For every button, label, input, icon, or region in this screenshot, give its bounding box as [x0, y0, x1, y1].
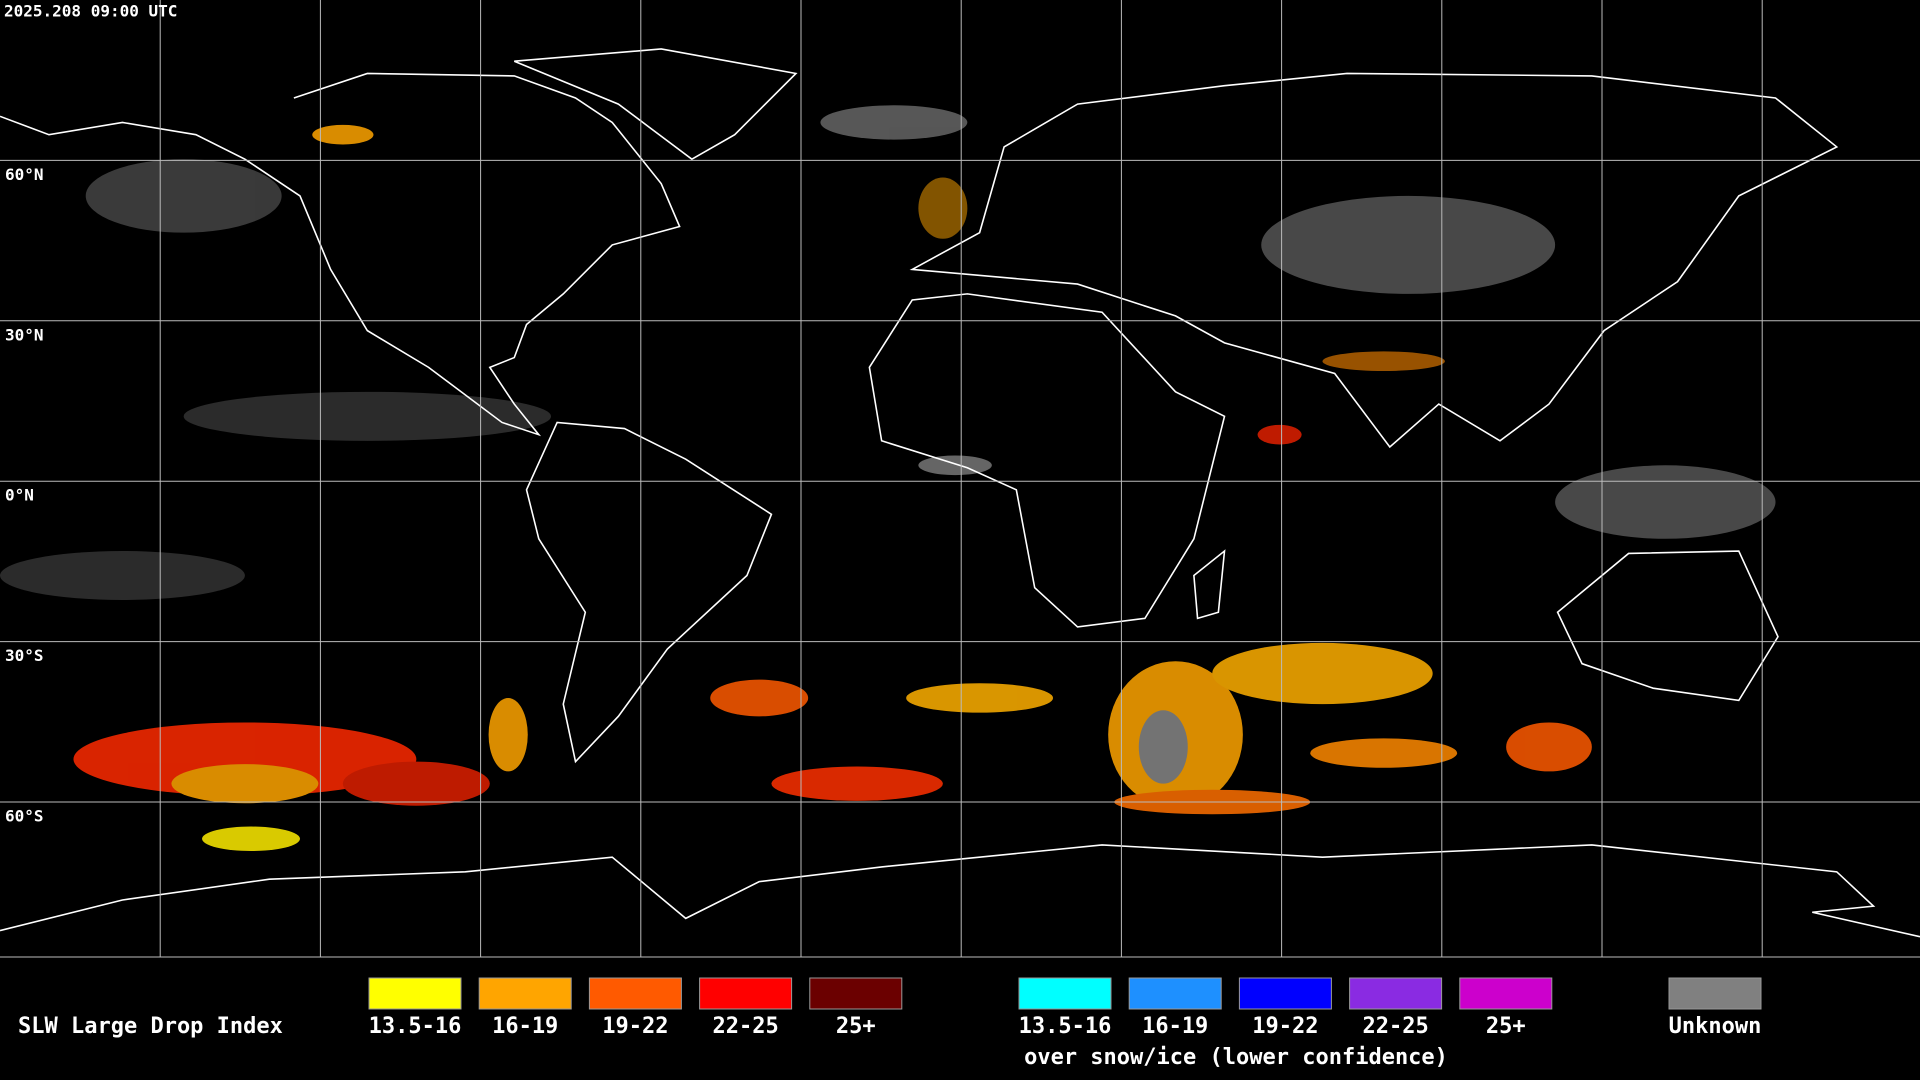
legend-title: SLW Large Drop Index	[18, 1014, 283, 1039]
legend-swatch	[1238, 977, 1332, 1010]
legend-swatch	[1128, 977, 1222, 1010]
legend-swatch	[1459, 977, 1553, 1010]
legend-swatch	[1018, 977, 1112, 1010]
coastlines	[0, 48, 1920, 938]
legend-swatch	[1349, 977, 1443, 1010]
lat-label: 30°N	[5, 325, 44, 344]
legend-swatch	[699, 977, 793, 1010]
snow-caption: over snow/ice (lower confidence)	[1024, 1045, 1448, 1070]
legend-swatch	[368, 977, 462, 1010]
lat-label: 30°S	[5, 646, 44, 665]
legend-label: 25+	[836, 1014, 876, 1039]
legend-label: 19-22	[1252, 1014, 1318, 1039]
legend-label: 19-22	[602, 1014, 668, 1039]
legend-swatch	[478, 977, 572, 1010]
legend-label: 22-25	[1362, 1014, 1428, 1039]
legend-swatch	[588, 977, 682, 1010]
legend-label: 13.5-16	[1019, 1014, 1112, 1039]
legend-label: 22-25	[712, 1014, 778, 1039]
legend-label: 16-19	[1142, 1014, 1208, 1039]
legend-label: 13.5-16	[369, 1014, 462, 1039]
legend-label: 25+	[1486, 1014, 1526, 1039]
legend-swatch	[809, 977, 903, 1010]
legend-swatch	[1668, 977, 1762, 1010]
graticule	[0, 0, 1920, 957]
legend-label: 16-19	[492, 1014, 558, 1039]
cloud-fields	[0, 105, 1776, 852]
map-layer	[0, 48, 1920, 938]
lat-label: 60°S	[5, 807, 44, 826]
lat-label: 60°N	[5, 165, 44, 184]
lat-label: 0°N	[5, 486, 34, 505]
timestamp: 2025.208 09:00 UTC	[4, 2, 177, 21]
legend-label: Unknown	[1669, 1014, 1762, 1039]
